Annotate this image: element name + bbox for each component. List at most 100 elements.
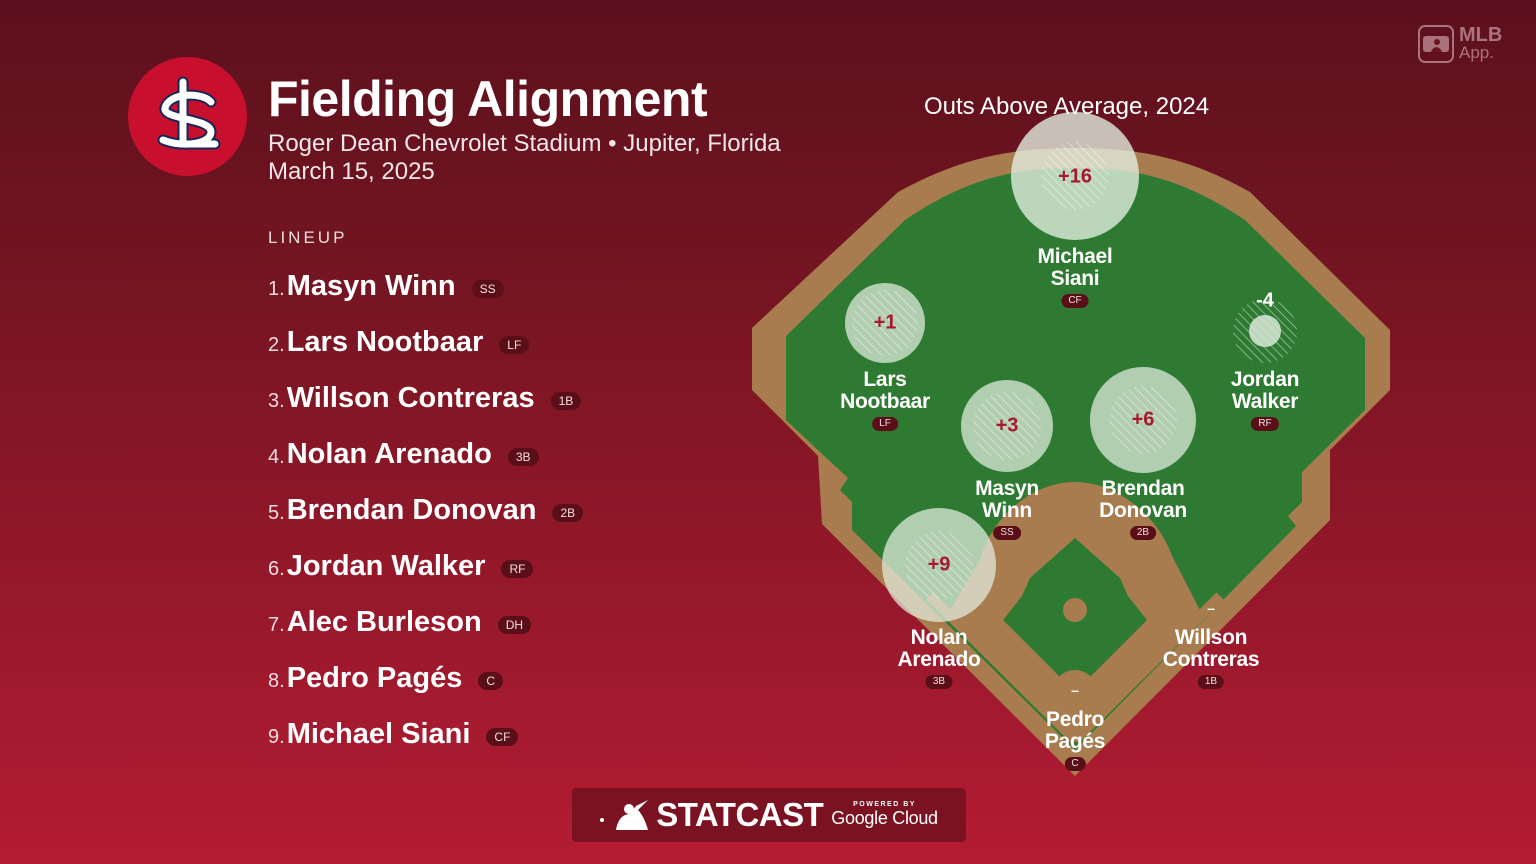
oaa-bubble-rf (1233, 299, 1297, 363)
mlb-app-line1: MLB (1459, 24, 1503, 46)
player-last-name: Winn (982, 499, 1032, 522)
field-player-cf: Michael Siani CF (1038, 246, 1113, 308)
position-badge: LF (499, 336, 530, 354)
lineup-row: 5. Brendan Donovan 2B (268, 482, 584, 538)
lineup-row: 9. Michael Siani CF (268, 706, 583, 762)
oaa-value-c: – (1071, 682, 1079, 698)
venue-text: Roger Dean Chevrolet Stadium • Jupiter, … (268, 130, 781, 157)
player-name: Brendan Donovan (286, 493, 537, 526)
oaa-title: Outs Above Average, 2024 (924, 93, 1210, 120)
player-first-name: Michael (1037, 245, 1113, 268)
batting-order: 6. (268, 557, 285, 580)
field-player-2b: Brendan Donovan 2B (1099, 478, 1187, 540)
position-badge: 1B (550, 392, 582, 410)
position-badge: CF (1061, 294, 1089, 308)
powered-by-text: POWERED BY (853, 801, 916, 808)
home-plate-circle (1053, 670, 1097, 714)
lineup-heading: LINEUP (268, 228, 348, 247)
position-badge: C (478, 672, 504, 690)
oaa-value-3b: +9 (927, 553, 951, 576)
player-first-name: Pedro (1045, 708, 1104, 731)
mlb-batter-icon (616, 800, 649, 830)
player-last-name: Donovan (1099, 499, 1187, 522)
batting-order: 8. (268, 669, 285, 692)
field-player-1b: Willson Contreras 1B (1163, 627, 1260, 689)
oaa-bubble-3b (882, 508, 996, 622)
oaa-bubble-ss (961, 380, 1053, 472)
player-last-name: Nootbaar (840, 390, 930, 413)
statcast-banner: STATCAST POWERED BY Google Cloud (572, 788, 966, 842)
batting-order: 2. (268, 333, 285, 356)
position-badge: LF (872, 417, 898, 431)
lineup-row: 2. Lars Nootbaar LF (268, 314, 583, 370)
oaa-bubble-2b (1090, 367, 1196, 473)
player-last-name: Contreras (1162, 648, 1260, 671)
player-last-name: Arenado (897, 648, 981, 671)
cardinals-stl-logo-icon (157, 76, 220, 150)
position-badge: CF (486, 728, 519, 746)
position-badge: SS (471, 280, 504, 298)
position-badge: DH (497, 616, 532, 634)
player-last-name: Pagés (1044, 730, 1106, 753)
field-player-3b: Nolan Arenado 3B (897, 626, 981, 689)
batting-order: 4. (268, 445, 285, 468)
player-first-name: Brendan (1101, 477, 1185, 500)
google-cloud-text: Google Cloud (831, 808, 938, 828)
position-badge: C (1064, 757, 1086, 771)
team-logo (128, 57, 247, 176)
position-badge: RF (1251, 417, 1279, 431)
lineup-row: 4. Nolan Arenado 3B (268, 426, 583, 482)
powered-by-google-cloud: POWERED BY Google Cloud (831, 801, 938, 829)
lineup-row: 3. Willson Contreras 1B (268, 370, 583, 426)
player-first-name: Nolan (910, 626, 968, 649)
lineup-row: 7. Alec Burleson DH (268, 594, 583, 650)
batting-order: 5. (268, 501, 285, 524)
oaa-bubble-lf (845, 283, 925, 363)
player-first-name: Lars (863, 368, 907, 391)
player-name: Pedro Pagés (286, 661, 463, 694)
player-name: Jordan Walker (286, 549, 486, 582)
pitchers-mound (1063, 598, 1087, 622)
position-badge: RF (501, 560, 534, 578)
player-last-name: Siani (1050, 267, 1100, 290)
oaa-bubble-cf (1011, 112, 1139, 240)
oaa-value-cf: +16 (1058, 165, 1092, 188)
lineup-row: 6. Jordan Walker RF (268, 538, 583, 594)
field-player-ss: Masyn Winn SS (975, 478, 1039, 540)
player-name: Michael Siani (286, 717, 471, 750)
field-player-c: Pedro Pagés C (1045, 709, 1105, 771)
position-badge: 1B (1197, 675, 1225, 689)
lineup-list: 1. Masyn Winn SS 2. Lars Nootbaar LF 3. Wills… (268, 258, 584, 762)
mlb-app-line2: App. (1459, 43, 1494, 62)
lineup-row: 1. Masyn Winn SS (268, 258, 583, 314)
oaa-value-lf: +1 (873, 311, 897, 334)
position-badge: 3B (925, 675, 953, 689)
field-player-rf: Jordan Walker RF (1231, 369, 1299, 431)
player-name: Nolan Arenado (286, 437, 492, 470)
player-first-name: Masyn (975, 477, 1039, 500)
position-badge: 3B (507, 448, 539, 466)
batting-order: 3. (268, 389, 285, 412)
player-last-name: Walker (1231, 390, 1299, 413)
player-first-name: Jordan (1230, 368, 1300, 391)
oaa-value-1b: – (1207, 600, 1215, 616)
oaa-value-2b: +6 (1131, 408, 1155, 431)
oaa-value-rf: -4 (1256, 289, 1274, 312)
lineup-row: 8. Pedro Pagés C (268, 650, 583, 706)
batting-order: 7. (268, 613, 285, 636)
position-badge: SS (993, 526, 1021, 540)
mlb-app-badge: MLB App. (1418, 24, 1518, 64)
position-badge: 2B (1129, 526, 1157, 540)
statcast-wordmark: STATCAST (656, 796, 824, 833)
player-name: Willson Contreras (286, 381, 535, 414)
field-player-lf: Lars Nootbaar LF (840, 369, 930, 431)
batting-order: 1. (268, 277, 285, 300)
batting-order: 9. (268, 725, 285, 748)
date-text: March 15, 2025 (268, 158, 435, 185)
page-subtitle: Roger Dean Chevrolet Stadium • Jupiter, … (268, 130, 781, 186)
mlb-logo-icon (1418, 25, 1454, 63)
position-badge: 2B (552, 504, 584, 522)
player-name: Masyn Winn (286, 269, 456, 302)
player-name: Lars Nootbaar (286, 325, 484, 358)
